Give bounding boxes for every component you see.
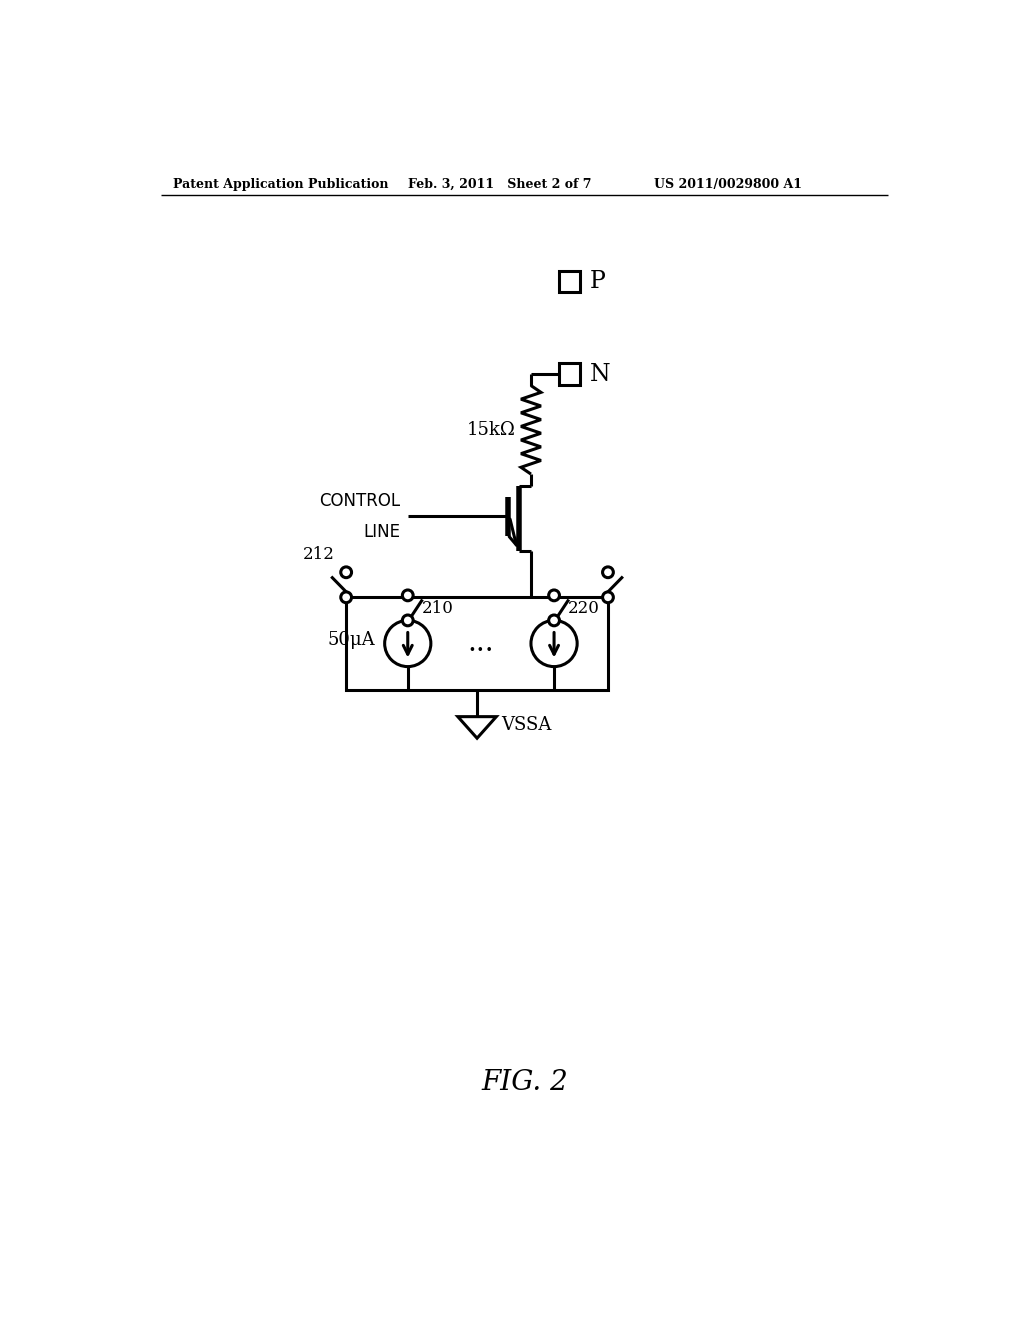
Bar bbox=[346, 597, 608, 689]
Circle shape bbox=[402, 615, 413, 626]
Circle shape bbox=[402, 590, 413, 601]
Text: FIG. 2: FIG. 2 bbox=[481, 1069, 568, 1096]
Circle shape bbox=[341, 591, 351, 603]
Text: CONTROL: CONTROL bbox=[318, 492, 400, 511]
Text: 210: 210 bbox=[422, 599, 454, 616]
Text: 15kΩ: 15kΩ bbox=[467, 421, 515, 438]
Text: 220: 220 bbox=[568, 599, 600, 616]
Circle shape bbox=[549, 590, 559, 601]
Text: Feb. 3, 2011   Sheet 2 of 7: Feb. 3, 2011 Sheet 2 of 7 bbox=[408, 178, 591, 190]
Text: LINE: LINE bbox=[364, 523, 400, 541]
Circle shape bbox=[549, 615, 559, 626]
Circle shape bbox=[602, 591, 613, 603]
Text: Patent Application Publication: Patent Application Publication bbox=[173, 178, 388, 190]
Text: P: P bbox=[590, 271, 605, 293]
Text: 50μA: 50μA bbox=[328, 631, 376, 648]
Text: 212: 212 bbox=[303, 546, 335, 564]
Text: N: N bbox=[590, 363, 610, 385]
Bar bbox=[559, 271, 581, 293]
Bar bbox=[559, 363, 581, 385]
Text: US 2011/0029800 A1: US 2011/0029800 A1 bbox=[654, 178, 802, 190]
Circle shape bbox=[385, 620, 431, 667]
Circle shape bbox=[531, 620, 578, 667]
Text: VSSA: VSSA bbox=[501, 717, 551, 734]
Text: ...: ... bbox=[468, 630, 495, 657]
Circle shape bbox=[341, 566, 351, 578]
Circle shape bbox=[602, 566, 613, 578]
